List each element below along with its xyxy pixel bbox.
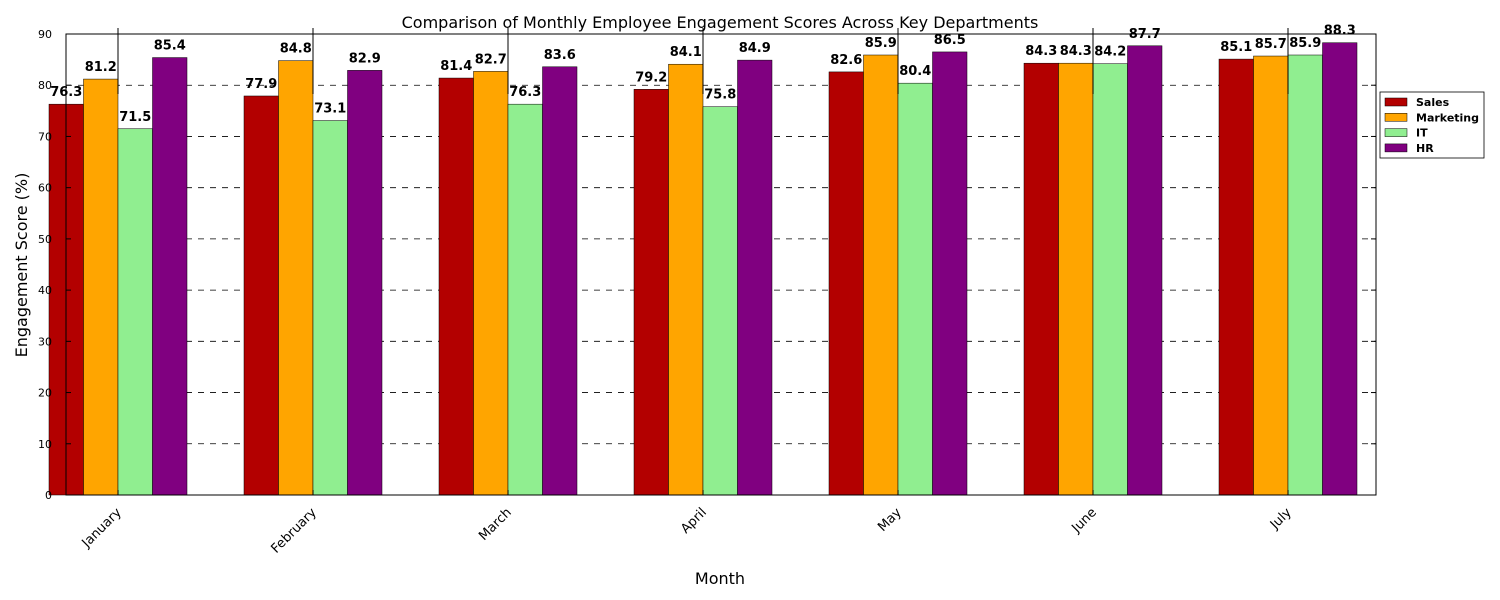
data-label: 80.4 <box>899 64 931 79</box>
bar-marketing-july <box>1253 55 1289 496</box>
data-label: 81.4 <box>440 59 472 74</box>
bar-hr-july <box>1322 42 1358 496</box>
bar-hr-january <box>152 57 188 496</box>
legend-swatch <box>1384 97 1408 107</box>
bars <box>48 42 1358 496</box>
y-tick-label: 70 <box>38 130 52 143</box>
x-tick-label: July <box>1267 505 1295 533</box>
legend-label: HR <box>1416 142 1434 155</box>
bar-hr-may <box>932 51 968 496</box>
bar-hr-april <box>737 59 773 496</box>
data-label: 85.9 <box>1289 36 1321 51</box>
bar-sales-june <box>1023 62 1059 496</box>
bar-marketing-june <box>1058 62 1094 496</box>
x-tick-label: May <box>875 505 905 535</box>
data-label: 82.9 <box>349 51 381 66</box>
y-tick-label: 10 <box>38 438 52 451</box>
legend-label: IT <box>1416 127 1428 140</box>
bar-sales-april <box>633 89 669 496</box>
x-tick-label: April <box>678 505 710 537</box>
data-label: 77.9 <box>245 77 277 92</box>
bar-marketing-february <box>278 60 314 496</box>
legend-label: Marketing <box>1416 111 1479 124</box>
y-axis: 0 10 20 30 40 50 60 70 80 90 <box>38 28 1376 502</box>
bar-sales-july <box>1218 58 1254 496</box>
bar-sales-may <box>828 71 864 496</box>
bar-hr-february <box>347 70 383 496</box>
data-label: 83.6 <box>544 48 576 63</box>
legend-swatch <box>1384 128 1408 137</box>
chart-title: Comparison of Monthly Employee Engagemen… <box>402 13 1039 32</box>
bar-marketing-april <box>668 63 704 496</box>
x-tick-label: January <box>79 505 125 551</box>
data-label: 85.1 <box>1220 40 1252 55</box>
data-label: 84.3 <box>1025 44 1057 59</box>
data-label: 84.3 <box>1060 44 1092 59</box>
data-label: 84.9 <box>739 41 771 56</box>
bar-sales-february <box>243 95 279 496</box>
data-label: 82.6 <box>830 53 862 68</box>
x-tick-label: June <box>1068 505 1099 536</box>
bar-marketing-march <box>473 71 509 496</box>
legend: Sales Marketing IT HR <box>1379 91 1485 159</box>
bar-hr-march <box>542 66 578 496</box>
data-label: 84.8 <box>280 42 312 57</box>
data-label: 73.1 <box>314 102 346 117</box>
x-tick-label: March <box>476 505 515 544</box>
y-tick-label: 90 <box>38 28 52 41</box>
bar-it-june <box>1092 63 1128 496</box>
bar-marketing-may <box>863 54 899 496</box>
y-tick-label: 20 <box>38 387 52 400</box>
bar-marketing-january <box>83 78 119 496</box>
bar-hr-june <box>1127 45 1163 496</box>
data-label: 81.2 <box>85 60 117 75</box>
data-label: 85.7 <box>1255 37 1287 52</box>
y-tick-label: 30 <box>38 335 52 348</box>
y-tick-label: 60 <box>38 182 52 195</box>
data-label: 75.8 <box>704 88 736 103</box>
data-label: 84.2 <box>1094 45 1126 60</box>
x-axis-label: Month <box>695 569 745 588</box>
data-label: 85.9 <box>865 36 897 51</box>
data-label: 71.5 <box>119 110 151 125</box>
bar-sales-march <box>438 77 474 496</box>
data-label: 79.2 <box>635 70 667 85</box>
data-label: 82.7 <box>475 52 507 67</box>
legend-label: Sales <box>1416 96 1450 109</box>
bar-it-february <box>312 120 348 496</box>
plot-frame <box>65 33 1377 496</box>
bar-it-march <box>507 103 543 496</box>
bar-it-january <box>117 128 153 496</box>
y-tick-label: 0 <box>45 489 52 502</box>
legend-swatch <box>1384 143 1408 153</box>
bar-it-april <box>702 106 738 496</box>
y-tick-label: 80 <box>38 79 52 92</box>
y-tick-label: 40 <box>38 284 52 297</box>
x-tick-label: February <box>268 505 320 557</box>
legend-swatch <box>1384 113 1408 122</box>
data-label: 86.5 <box>934 33 966 48</box>
y-tick-label: 50 <box>38 233 52 246</box>
bar-it-may <box>897 82 933 496</box>
data-label: 76.3 <box>509 85 541 100</box>
data-label: 88.3 <box>1324 24 1356 39</box>
data-label: 84.1 <box>670 45 702 60</box>
bar-it-july <box>1287 54 1323 496</box>
y-axis-label: Engagement Score (%) <box>12 173 31 358</box>
data-label: 85.4 <box>154 39 186 54</box>
